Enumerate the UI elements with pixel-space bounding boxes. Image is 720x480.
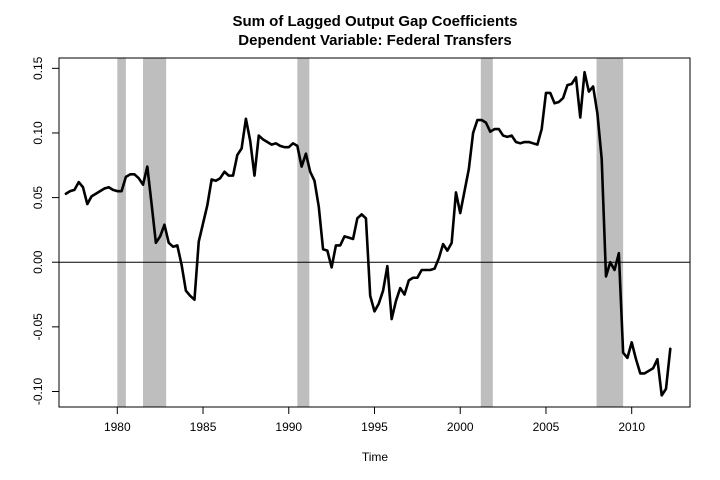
x-tick-label-1980: 1980 [104,420,131,434]
x-axis: 1980 1985 1990 1995 2000 2005 2010 [104,406,645,434]
y-tick-label-2: -0.05 [31,313,45,341]
recession-band-1 [117,58,126,407]
chart-title: Sum of Lagged Output Gap Coefficients [233,13,518,30]
recession-band-4 [480,58,493,407]
series-line [64,70,672,397]
x-tick-label-2005: 2005 [533,420,560,434]
y-tick-label-6: 0.15 [31,56,45,80]
y-axis: -0.10 -0.05 0.00 0.05 0.10 0.15 [31,56,59,405]
recession-band-5 [596,58,624,407]
x-tick-label-2010: 2010 [618,420,645,434]
recession-band-3 [297,58,310,407]
y-tick-label-3: 0.00 [31,250,45,274]
recession-bands [117,58,624,407]
x-tick-label-1990: 1990 [275,420,302,434]
x-tick-label-1995: 1995 [361,420,388,434]
chart-subtitle: Dependent Variable: Federal Transfers [238,32,511,49]
x-axis-label: Time [362,450,389,464]
y-tick-label-5: 0.10 [31,121,45,145]
x-tick-label-1985: 1985 [190,420,217,434]
x-tick-label-2000: 2000 [447,420,474,434]
y-tick-label-4: 0.05 [31,186,45,210]
y-tick-label-1: -0.10 [31,377,45,405]
